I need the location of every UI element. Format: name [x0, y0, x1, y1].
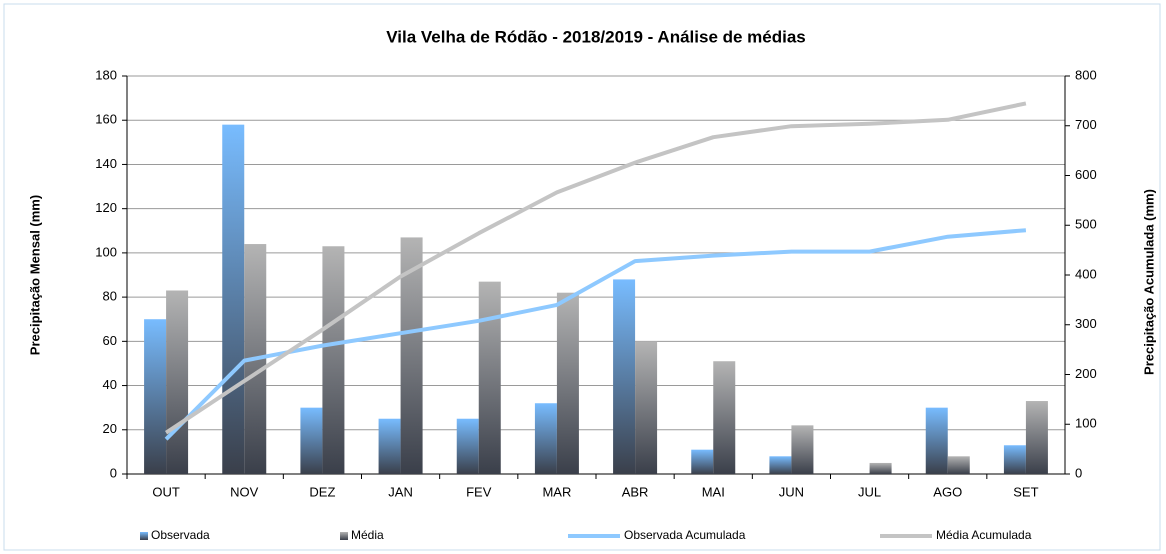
bar	[869, 462, 892, 474]
bar	[691, 449, 714, 474]
x-tick-label: DEZ	[309, 484, 335, 499]
line-series	[164, 101, 1027, 435]
bar	[613, 279, 636, 474]
bar	[378, 418, 401, 474]
x-tick-label: SET	[1013, 484, 1038, 499]
x-tick-label: MAR	[542, 484, 571, 499]
y-tick-label: 100	[95, 244, 117, 259]
bar	[947, 456, 970, 474]
y-tick-label: 160	[95, 112, 117, 127]
y2-tick-label: 800	[1075, 67, 1097, 82]
bar	[322, 246, 345, 474]
x-tick-label: NOV	[230, 484, 259, 499]
y2-axis-title: Precipitação Acumulada (mm)	[1141, 189, 1156, 375]
bar	[1025, 401, 1048, 474]
legend-label: Média Acumulada	[936, 528, 1032, 542]
bar	[166, 290, 189, 474]
y-tick-label: 40	[103, 377, 117, 392]
legend-label: Média	[351, 528, 384, 542]
legend-label: Observada Acumulada	[624, 528, 746, 542]
y2-tick-label: 200	[1075, 366, 1097, 381]
x-tick-label: FEV	[466, 484, 492, 499]
y-tick-label: 60	[103, 333, 117, 348]
y-tick-label: 140	[95, 156, 117, 171]
bar	[556, 292, 579, 474]
y2-tick-label: 500	[1075, 217, 1097, 232]
x-tick-label: AGO	[933, 484, 962, 499]
x-tick-label: JUN	[779, 484, 804, 499]
y2-tick-label: 0	[1075, 465, 1082, 480]
line-series	[164, 228, 1027, 441]
y-axis-title: Precipitação Mensal (mm)	[27, 195, 42, 355]
legend-swatch	[140, 532, 148, 540]
x-tick-label: OUT	[152, 484, 180, 499]
bar	[769, 456, 792, 474]
bar	[791, 425, 814, 474]
y-tick-label: 120	[95, 200, 117, 215]
legend-swatch	[340, 532, 348, 540]
bar	[1003, 445, 1026, 474]
chart-title: Vila Velha de Ródão - 2018/2019 - Anális…	[386, 27, 806, 46]
bar	[534, 403, 557, 474]
y-tick-label: 0	[110, 465, 117, 480]
y2-tick-label: 400	[1075, 266, 1097, 281]
y-tick-label: 20	[103, 421, 117, 436]
bar	[925, 407, 948, 474]
x-tick-label: ABR	[622, 484, 649, 499]
bar	[635, 341, 658, 474]
x-tick-label: JUL	[858, 484, 881, 499]
y2-tick-label: 700	[1075, 117, 1097, 132]
y2-tick-label: 300	[1075, 316, 1097, 331]
y2-tick-label: 600	[1075, 167, 1097, 182]
bar	[713, 361, 736, 474]
bar	[456, 418, 479, 474]
y-tick-label: 80	[103, 289, 117, 304]
x-tick-label: JAN	[388, 484, 413, 499]
bar	[222, 124, 245, 475]
x-tick-label: MAI	[702, 484, 725, 499]
bar	[478, 281, 501, 474]
y2-tick-label: 100	[1075, 416, 1097, 431]
bar	[300, 407, 323, 474]
bar	[400, 237, 423, 474]
bar	[144, 319, 167, 474]
legend-label: Observada	[151, 528, 210, 542]
y-tick-label: 180	[95, 67, 117, 82]
